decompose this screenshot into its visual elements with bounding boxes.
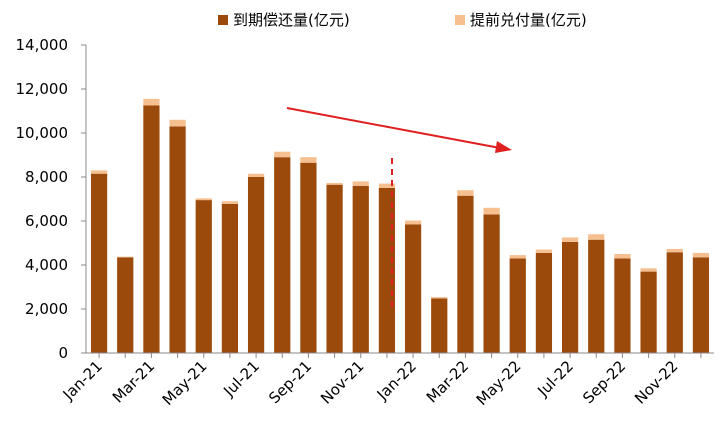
bar-maturity [221, 203, 239, 353]
bar-early-redemption [535, 249, 553, 253]
y-tick-label: 14,000 [16, 36, 69, 54]
bar-early-redemption [300, 157, 317, 163]
y-tick-label: 8,000 [25, 168, 68, 186]
x-tick-label: Nov-21 [317, 357, 367, 407]
legend-label-maturity: 到期偿还量(亿元) [233, 11, 350, 29]
y-tick-label: 2,000 [25, 300, 68, 318]
bar-early-redemption [90, 170, 108, 174]
bar-maturity [640, 271, 657, 353]
bar-early-redemption [247, 173, 265, 177]
x-tick-label: Jul-21 [219, 357, 263, 401]
bar-early-redemption [117, 256, 134, 258]
bar-early-redemption [431, 297, 448, 299]
x-tick-label: Jul-22 [533, 357, 577, 401]
legend-swatch-early-redemption [455, 15, 465, 25]
y-tick-label: 0 [58, 344, 68, 362]
x-tick-label: Mar-21 [109, 357, 158, 406]
bar-early-redemption [588, 234, 605, 240]
bar-maturity [90, 173, 108, 353]
bar-early-redemption [169, 119, 186, 127]
bar-early-redemption [326, 182, 343, 185]
x-tick-label: May-22 [473, 357, 525, 409]
x-tick-label: Sep-21 [265, 357, 315, 407]
x-tick-label: Jan-21 [59, 357, 106, 404]
bar-maturity [588, 239, 605, 353]
bar-maturity [431, 298, 448, 353]
bar-early-redemption [352, 181, 369, 186]
legend-swatch-maturity [218, 15, 228, 25]
y-tick-label: 10,000 [16, 124, 69, 142]
bar-maturity [274, 157, 291, 353]
bar-maturity [169, 126, 186, 354]
bar-maturity [457, 195, 474, 353]
y-tick-label: 12,000 [16, 80, 69, 98]
x-tick-label: Sep-22 [579, 357, 629, 407]
x-tick-label: May-21 [159, 357, 211, 409]
annotations [286, 107, 512, 310]
bar-maturity [352, 185, 369, 353]
x-axis: Jan-21 Mar-21 May-21 Jul-21 Sep-21 Nov-21 Jan-… [59, 352, 714, 409]
bar-maturity [404, 224, 422, 353]
bar-maturity [509, 258, 526, 353]
bar-maturity [561, 241, 579, 353]
bar-early-redemption [666, 248, 683, 253]
x-tick-label: Nov-22 [631, 357, 681, 407]
x-tick-label: Jan-22 [373, 357, 420, 404]
y-tick-label: 6,000 [25, 212, 68, 230]
bar-maturity [535, 252, 553, 353]
bar-maturity [666, 252, 683, 353]
bar-maturity [195, 200, 212, 353]
bar-maturity [300, 162, 317, 353]
bar-early-redemption [457, 190, 474, 196]
bar-maturity [483, 214, 500, 353]
bar-early-redemption [378, 183, 396, 188]
bar-early-redemption [143, 98, 160, 106]
bar-maturity [326, 184, 343, 353]
bar-maturity [117, 257, 134, 353]
bar-early-redemption [640, 268, 657, 272]
bar-maturity [614, 258, 631, 353]
y-axis: 0 2,000 4,000 6,000 8,000 10,000 12,000 14,000 [16, 36, 87, 362]
legend: 到期偿还量(亿元) 提前兑付量(亿元) [218, 11, 587, 29]
bars [90, 98, 710, 354]
x-tick-label: Mar-22 [423, 357, 472, 406]
bar-early-redemption [561, 237, 579, 242]
bar-early-redemption [483, 207, 500, 215]
trend-arrow-line [286, 107, 501, 149]
bar-maturity [378, 188, 396, 353]
bar-early-redemption [404, 220, 422, 225]
bar-early-redemption [274, 151, 291, 158]
bar-early-redemption [195, 198, 212, 201]
y-tick-label: 4,000 [25, 256, 68, 274]
bar-maturity [143, 105, 160, 353]
bar-early-redemption [221, 201, 239, 204]
legend-label-early-redemption: 提前兑付量(亿元) [470, 11, 587, 29]
bar-maturity [692, 257, 710, 353]
bar-early-redemption [614, 254, 631, 259]
bar-early-redemption [692, 252, 710, 258]
bar-maturity [247, 177, 265, 353]
bar-early-redemption [509, 255, 526, 259]
trend-arrow-head [495, 141, 512, 153]
